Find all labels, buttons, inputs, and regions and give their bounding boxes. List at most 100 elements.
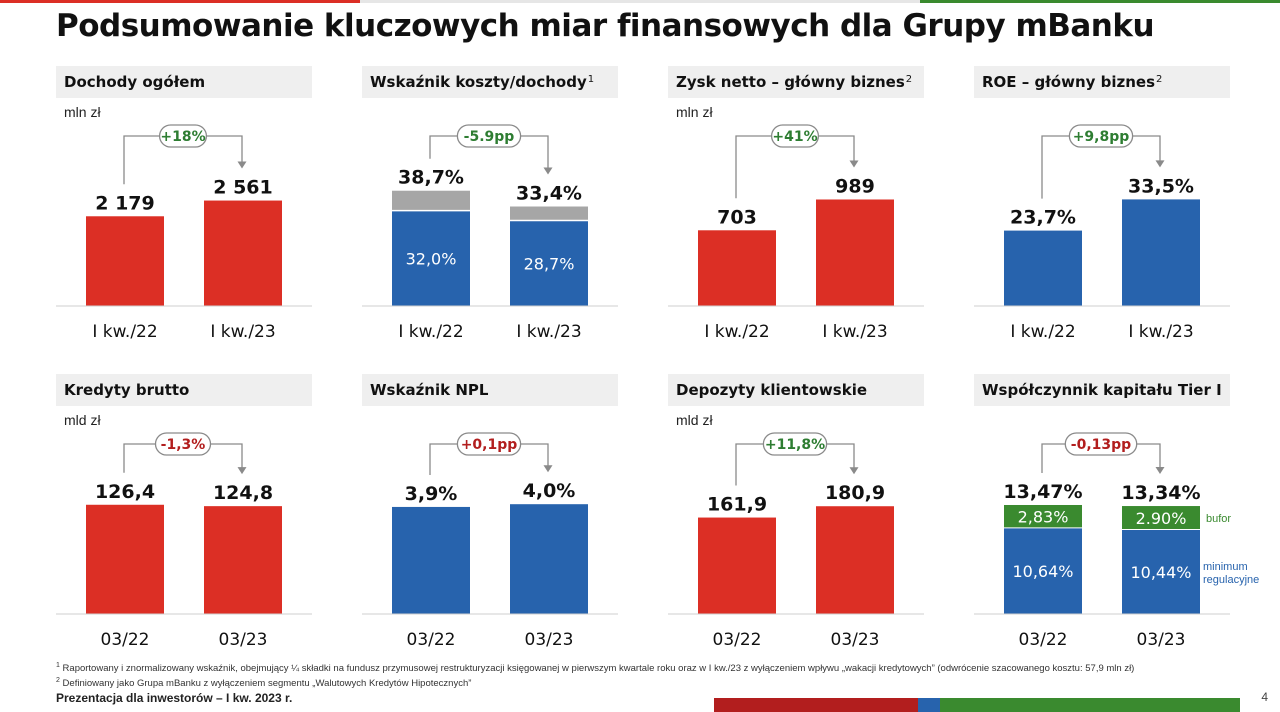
change-label: -5.9pp (464, 129, 515, 145)
panel-title-text: Zysk netto – główny biznes (676, 73, 905, 91)
segment-label: 2,83% (1018, 507, 1069, 526)
change-pill (770, 124, 820, 148)
top-accent-green (920, 0, 1280, 3)
category-label: 03/23 (1137, 630, 1186, 650)
category-label: 03/23 (831, 630, 880, 650)
change-arrowhead (543, 167, 553, 175)
change-pill (456, 124, 522, 148)
change-arrowhead (849, 160, 859, 168)
footnote-2-mark: 2 (56, 677, 60, 685)
panel-title-text: Kredyty brutto (64, 381, 190, 399)
category-label: 03/22 (713, 630, 762, 650)
value-label: 703 (717, 206, 757, 228)
change-pill (1068, 124, 1134, 148)
panel-title: Depozyty klientowskie (668, 374, 924, 406)
bar-chart: 2 179 I kw./22 2 561 I kw./23 +18% (56, 124, 312, 342)
panel-title: Wskaźnik NPL (362, 374, 618, 406)
value-label: 180,9 (825, 482, 885, 504)
value-label: 124,8 (213, 482, 273, 504)
change-label: +0,1pp (461, 437, 518, 453)
panel-tier1-ratio: Współczynnik kapitału Tier I 10,64% 2,83%… (974, 374, 1259, 674)
bar-chart: 126,4 03/22 124,8 03/23 -1,3% (56, 432, 312, 650)
panel-gross-loans: Kredyty brutto mld zł 126,4 03/22 124,8 03/… (56, 374, 312, 674)
footer-presentation-title: Prezentacja dla inwestorów – I kw. 2023 … (56, 691, 293, 705)
value-label: 3,9% (405, 483, 458, 505)
change-pill (158, 124, 208, 148)
change-label: -1,3% (161, 437, 206, 453)
bar (698, 517, 776, 614)
segment-label: 10,44% (1130, 563, 1191, 582)
category-label: I kw./23 (1128, 322, 1193, 342)
segment-label: 10,64% (1012, 562, 1073, 581)
change-pill (1064, 432, 1138, 456)
change-pill (154, 432, 212, 456)
bottom-strip-red (714, 698, 918, 712)
panel-title-text: ROE – główny biznes (982, 73, 1156, 91)
change-label: +9,8pp (1073, 129, 1130, 145)
bar (698, 230, 776, 306)
change-arrowhead (849, 467, 859, 475)
change-arrowhead (237, 161, 247, 169)
top-accent-red (0, 0, 360, 3)
change-arrowhead (1155, 467, 1165, 475)
unit-label: mln zł (676, 104, 713, 120)
bar-segment (1004, 527, 1082, 614)
panel-title: ROE – główny biznes 2 (974, 66, 1230, 98)
bar (816, 506, 894, 614)
panel-cost-income-ratio: Wskaźnik koszty/dochody 1 32,0% 38,7% I kw.… (362, 66, 618, 366)
panel-total-income: Dochody ogółem mln zł 2 179 I kw./22 2 561… (56, 66, 312, 366)
footnote-1-mark: 1 (56, 662, 60, 669)
footnote-2: 2 Definiowany jako Grupa mBanku z wyłącz… (56, 675, 1134, 690)
bar (1004, 230, 1082, 306)
category-label: 03/22 (407, 630, 456, 650)
bar-chart: 32,0% 38,7% I kw./22 28,7% 33,4% I kw./23 -5.9… (362, 124, 618, 342)
value-label: 13,34% (1121, 482, 1200, 504)
panel-net-profit: Zysk netto – główny biznes 2 mln zł 703 I … (668, 66, 924, 366)
bar-segment (1122, 506, 1200, 530)
change-label: -0,13pp (1071, 437, 1131, 453)
category-label: I kw./23 (822, 322, 887, 342)
category-label: I kw./23 (210, 322, 275, 342)
panel-title-text: Wskaźnik koszty/dochody (370, 73, 587, 91)
bar-inner (392, 210, 470, 306)
unit-label: mld zł (676, 412, 713, 428)
footnote-ref: 1 (587, 73, 595, 85)
footnotes: 1 Raportowany i znormalizowany wskaźnik,… (56, 660, 1134, 690)
footnote-ref: 2 (1156, 73, 1163, 85)
legend-bufor: bufor (1206, 513, 1231, 525)
category-label: I kw./22 (398, 322, 463, 342)
category-label: I kw./22 (1010, 322, 1075, 342)
legend-minimum: minimum (1203, 561, 1248, 573)
category-label: 03/22 (101, 630, 150, 650)
footnote-2-text: Definiowany jako Grupa mBanku z wyłączen… (62, 678, 472, 690)
category-label: 03/22 (1019, 630, 1068, 650)
value-label: 13,47% (1003, 481, 1082, 503)
panel-npl-ratio: Wskaźnik NPL 3,9% 03/22 4,0% 03/23 +0,1pp (362, 374, 618, 674)
bar (86, 504, 164, 614)
bar-chart: 10,64% 2,83% 13,47% 03/22 10,44% 2.90% 13,34% 0… (974, 432, 1259, 650)
panel-title: Współczynnik kapitału Tier I (974, 374, 1230, 406)
panel-title: Wskaźnik koszty/dochody 1 (362, 66, 618, 98)
category-label: I kw./22 (92, 322, 157, 342)
unit-label: mln zł (64, 104, 101, 120)
value-label: 38,7% (398, 167, 464, 189)
footnote-1-text: Raportowany i znormalizowany wskaźnik, o… (62, 663, 1135, 675)
bar (204, 200, 282, 306)
change-label: +18% (160, 129, 205, 145)
value-label: 126,4 (95, 481, 155, 503)
category-label: I kw./22 (704, 322, 769, 342)
panel-title-text: Depozyty klientowskie (676, 381, 868, 399)
value-label: 23,7% (1010, 207, 1076, 229)
change-arrowhead (237, 467, 247, 475)
segment-label: 2.90% (1136, 509, 1187, 528)
value-label: 2 179 (95, 192, 155, 214)
change-label: +11,8% (765, 437, 825, 453)
bar (1122, 199, 1200, 306)
panel-title: Zysk netto – główny biznes 2 (668, 66, 924, 98)
category-label: 03/23 (219, 630, 268, 650)
bar (816, 199, 894, 306)
panel-title-text: Współczynnik kapitału Tier I (982, 381, 1222, 399)
bar-chart: 3,9% 03/22 4,0% 03/23 +0,1pp (362, 432, 618, 650)
bar-segment (1122, 529, 1200, 614)
value-label: 989 (835, 175, 875, 197)
